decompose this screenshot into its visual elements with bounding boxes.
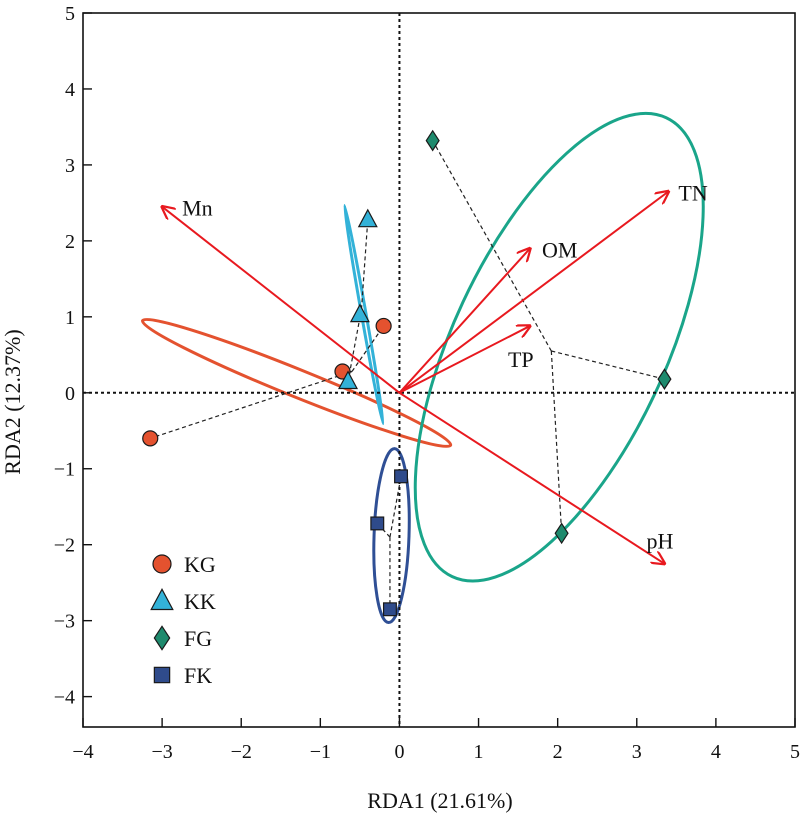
arrow-label-tn: TN <box>678 181 707 206</box>
point-fk-0 <box>394 469 409 484</box>
point-fg-0 <box>425 129 440 152</box>
spider-line-kg-1 <box>351 325 385 372</box>
spider-line-fg-2 <box>550 350 563 534</box>
y-tick-label-3: −1 <box>54 459 75 481</box>
plot-frame <box>82 12 796 728</box>
x-tick-label-0: −4 <box>72 741 93 763</box>
arrow-tn <box>398 192 668 394</box>
sample-points <box>142 129 672 617</box>
environment-arrows: Mn TN OM TP pH <box>162 181 708 564</box>
x-axis-title: RDA1 (21.61%) <box>367 788 512 813</box>
x-tick-label-5: 1 <box>474 741 484 763</box>
y-axis-title: RDA2 (12.37%) <box>0 329 25 474</box>
legend-label-fg: FG <box>184 626 212 651</box>
ellipse-fk <box>372 447 411 625</box>
zero-lines <box>83 13 795 727</box>
legend-marker-kg <box>152 554 172 574</box>
point-fg-2 <box>554 522 569 545</box>
arrow-om <box>398 248 530 394</box>
point-fk-2 <box>382 602 397 617</box>
y-tick-label-8: 4 <box>65 79 75 101</box>
spider-lines <box>150 140 665 610</box>
point-fg-1 <box>657 368 672 390</box>
arrow-ph <box>398 391 664 564</box>
arrow-label-mn: Mn <box>182 196 213 221</box>
point-kg-1 <box>375 317 392 335</box>
legend-label-fk: FK <box>184 663 212 688</box>
x-tick-label-2: −2 <box>231 741 252 763</box>
spider-line-kk-0 <box>360 219 369 310</box>
point-kk-1 <box>349 303 370 323</box>
x-tick-label-1: −3 <box>151 741 172 763</box>
legend-marker-kk <box>150 588 174 611</box>
spider-line-kg-0 <box>150 370 353 439</box>
legend: KG KK FG FK <box>150 552 216 688</box>
x-tick-label-7: 3 <box>632 741 642 763</box>
legend-label-kk: KK <box>184 589 216 614</box>
axes: −4 −3 −2 −1 0 1 2 3 4 5 −4 −3 −2 −1 0 1 2 3 4 5 <box>54 3 800 763</box>
arrow-mn <box>162 207 401 394</box>
x-tick-label-6: 2 <box>553 741 563 763</box>
spider-line-kk-2 <box>347 309 363 382</box>
y-tick-label-6: 2 <box>65 231 75 253</box>
point-fk-1 <box>370 516 385 531</box>
x-tick-label-9: 5 <box>790 741 800 763</box>
arrow-tp <box>398 326 530 394</box>
spider-line-fg-0 <box>432 140 552 352</box>
legend-label-kg: KG <box>184 552 216 577</box>
y-tick-label-4: 0 <box>65 383 75 405</box>
legend-marker-fk <box>153 666 171 684</box>
y-tick-label-9: 5 <box>65 3 75 25</box>
y-tick-label-1: −3 <box>54 611 75 633</box>
y-tick-label-2: −2 <box>54 535 75 557</box>
point-kk-2 <box>338 370 359 390</box>
arrow-label-om: OM <box>542 237 577 262</box>
y-tick-label-0: −4 <box>54 687 75 709</box>
ellipse-kg <box>140 317 453 448</box>
y-tick-label-5: 1 <box>65 307 75 329</box>
y-tick-label-7: 3 <box>65 155 75 177</box>
legend-marker-fg <box>153 625 171 651</box>
spider-line-fg-1 <box>551 350 665 380</box>
x-tick-label-4: 0 <box>394 741 404 763</box>
arrow-label-tp: TP <box>508 347 534 372</box>
point-kk-0 <box>357 208 378 228</box>
point-kg-0 <box>142 430 159 447</box>
spider-line-fk-0 <box>389 476 402 538</box>
arrow-label-ph: pH <box>646 529 673 554</box>
x-tick-label-3: −1 <box>310 741 331 763</box>
x-tick-label-8: 4 <box>711 741 721 763</box>
